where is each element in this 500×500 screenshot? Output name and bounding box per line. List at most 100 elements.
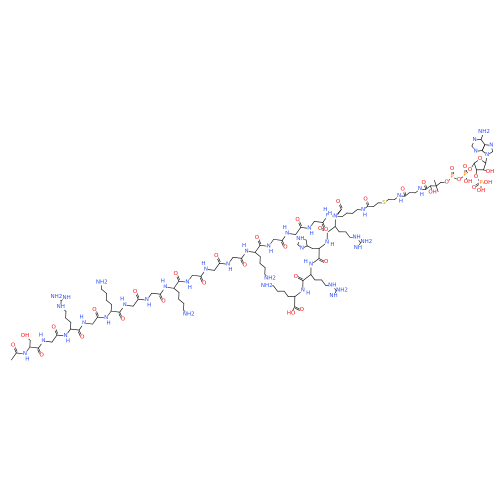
label-background [144, 297, 149, 304]
label-background [354, 244, 362, 251]
atom-label: O [450, 166, 455, 172]
atom-label: N [333, 213, 337, 219]
label-background [305, 290, 311, 297]
bond [297, 276, 303, 280]
atom-label: H [310, 231, 314, 237]
bond [404, 192, 410, 197]
atom-label: N [485, 152, 489, 158]
atom-label: P [479, 180, 483, 186]
bond [29, 346, 39, 349]
atom-label: NH2 [50, 294, 62, 300]
label-background [202, 280, 207, 287]
label-background [417, 186, 423, 193]
label-background [79, 314, 84, 321]
atom-label: N [474, 148, 478, 154]
atom-label: NH2 [264, 276, 276, 282]
bond [259, 263, 266, 268]
bond [65, 317, 72, 323]
bond [51, 334, 58, 343]
label-background [51, 324, 56, 331]
label-background [203, 266, 209, 273]
label-background [484, 152, 490, 158]
atom-label: O [324, 259, 329, 265]
atom-label: N [63, 333, 67, 339]
atom-label: O [52, 325, 57, 331]
atom-label: H [39, 333, 43, 339]
label-background [254, 235, 260, 242]
bond [295, 227, 302, 235]
label-background [10, 342, 16, 349]
bond [313, 221, 324, 223]
label-background [335, 199, 341, 206]
atom-label: NH [354, 245, 362, 251]
label-background [228, 266, 233, 273]
label-background [299, 307, 304, 314]
label-background [456, 177, 462, 183]
atom-label: O [80, 334, 85, 340]
bond [319, 259, 325, 264]
atom-label: N [82, 320, 86, 326]
label-background [472, 137, 477, 144]
label-background [489, 142, 494, 149]
label-background [330, 242, 335, 249]
label-background [62, 294, 71, 301]
atom-label: O [214, 253, 219, 259]
atom-label: N [300, 245, 304, 251]
atom-label: N [267, 243, 271, 249]
label-background [185, 279, 190, 286]
atom-label: NH2 [336, 287, 348, 293]
label-background [261, 282, 273, 289]
bond [352, 209, 358, 214]
label-background [39, 352, 44, 359]
label-background [477, 188, 485, 194]
label-background [63, 333, 68, 340]
label-background [467, 167, 473, 173]
label-background [173, 270, 178, 277]
atom-label: N [145, 297, 149, 303]
atom-label: S [382, 200, 386, 206]
atom-label: N [204, 266, 208, 272]
bond [305, 239, 308, 247]
label-background [122, 302, 127, 309]
bond [306, 245, 313, 249]
atom-label: H [120, 297, 124, 303]
label-background [486, 169, 494, 175]
atom-label: NH2 [261, 283, 273, 289]
label-background [103, 315, 109, 322]
atom-label: O [161, 299, 166, 305]
atom-label: O [363, 197, 368, 203]
label-background [325, 212, 330, 219]
atom-label: H [420, 192, 424, 198]
atom-label: N [123, 302, 127, 308]
label-background [471, 185, 477, 191]
label-background [282, 224, 287, 231]
atom-label: OH [477, 188, 485, 194]
atom-label: O [11, 343, 16, 349]
atom-label: O [421, 180, 426, 186]
atom-label: N [472, 137, 476, 143]
atom-label: N [489, 142, 493, 148]
bond [11, 352, 17, 361]
label-background [295, 217, 300, 224]
atom-label: OH [486, 169, 494, 175]
atom-label: O [336, 199, 341, 205]
label-background [329, 293, 338, 300]
label-background [80, 334, 85, 341]
bond [273, 239, 283, 241]
label-background [473, 148, 478, 155]
atom-label: O [463, 164, 468, 170]
atom-label: O [457, 177, 462, 183]
label-background [317, 225, 323, 232]
bond [341, 212, 348, 217]
atom-label: O [92, 307, 97, 313]
label-background [324, 239, 330, 246]
label-background [244, 248, 249, 255]
atom-label: N [104, 315, 108, 321]
atom-label: O [133, 289, 138, 295]
label-background [163, 284, 168, 291]
label-background [120, 316, 126, 323]
atom-label: P [463, 172, 467, 178]
atom-label: H [304, 259, 308, 265]
atom-label: H [363, 213, 367, 219]
atom-label: H [228, 267, 232, 273]
